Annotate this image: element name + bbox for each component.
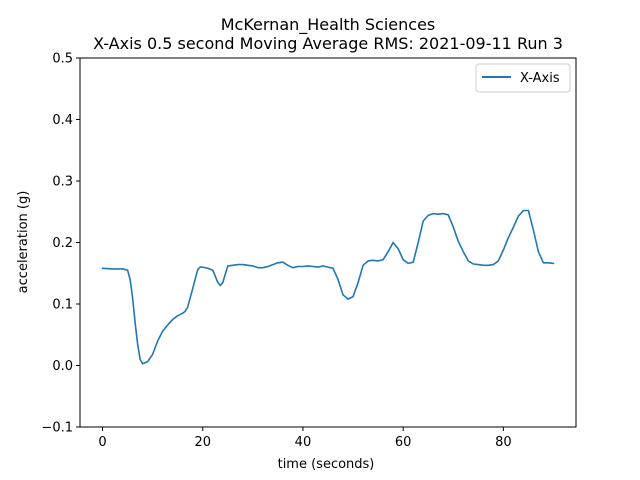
legend-box <box>475 63 571 93</box>
x-axis-label: time (seconds) <box>278 457 375 472</box>
plot-frame <box>79 57 577 428</box>
y-tick-label: 0.4 <box>52 113 73 128</box>
y-tick-label: 0.5 <box>52 52 73 67</box>
series-layer <box>101 209 555 365</box>
x-tick-label: 80 <box>495 435 512 450</box>
x-axis-ticks: 0 20 40 60 80 <box>98 427 512 450</box>
legend-label-x-axis: X-Axis <box>520 71 560 86</box>
y-tick-label: 0.1 <box>52 298 73 313</box>
y-tick-label: −0.1 <box>41 421 73 436</box>
x-tick-label: 0 <box>98 435 106 450</box>
x-tick-label: 60 <box>395 435 412 450</box>
x-tick-label: 40 <box>295 435 312 450</box>
legend: X-Axis <box>475 63 571 93</box>
y-axis-label: acceleration (g) <box>16 191 31 294</box>
series-line-x-axis <box>101 209 555 365</box>
chart-title-line2: X-Axis 0.5 second Moving Average RMS: 20… <box>93 34 563 53</box>
y-axis-ticks: −0.1 0.0 0.1 0.2 0.3 0.4 0.5 <box>41 52 80 436</box>
y-tick-label: 0.3 <box>52 175 73 190</box>
x-tick-label: 20 <box>194 435 211 450</box>
plot-area: −0.1 0.0 0.1 0.2 0.3 0.4 0.5 0 20 40 60 80 <box>41 52 577 450</box>
y-tick-label: 0.2 <box>52 236 73 251</box>
chart-title-line1: McKernan_Health Sciences <box>221 15 436 35</box>
y-tick-label: 0.0 <box>52 359 73 374</box>
